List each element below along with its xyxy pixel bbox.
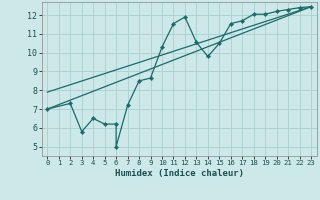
X-axis label: Humidex (Indice chaleur): Humidex (Indice chaleur)	[115, 169, 244, 178]
